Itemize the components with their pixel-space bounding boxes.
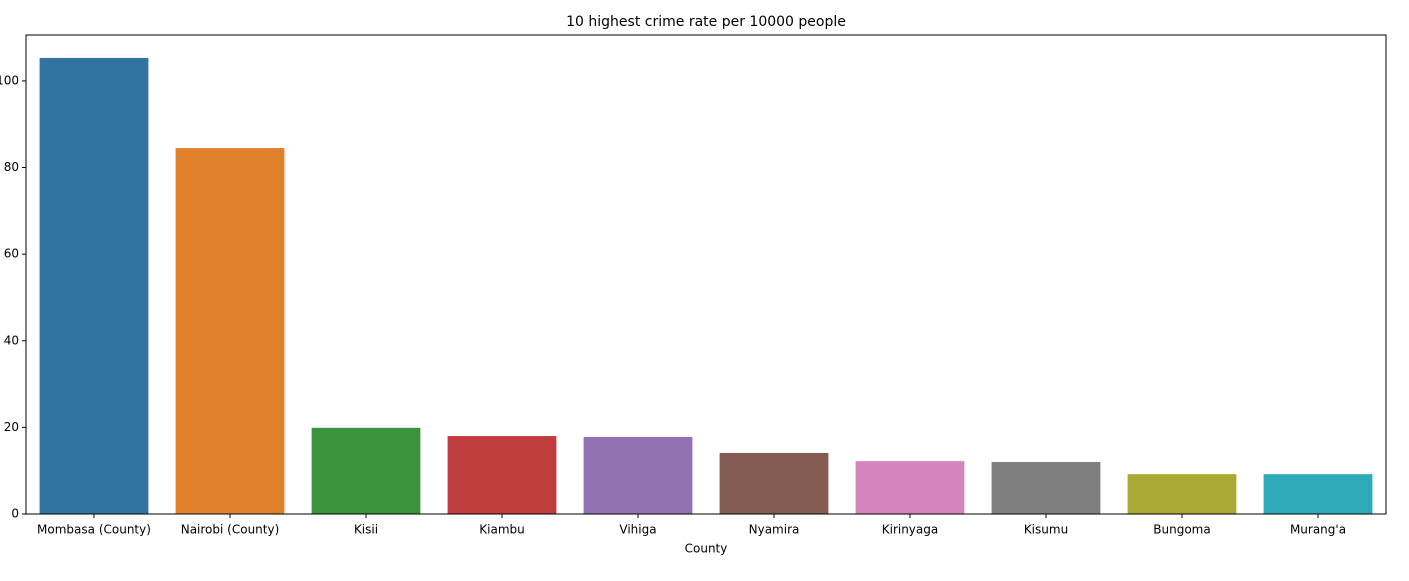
x-tick-label: Nairobi (County) bbox=[181, 523, 280, 537]
x-tick-label: Vihiga bbox=[619, 523, 656, 537]
bar bbox=[855, 461, 965, 514]
x-tick-label: Kisumu bbox=[1024, 523, 1068, 537]
x-tick-label: Kisii bbox=[354, 523, 378, 537]
bar bbox=[39, 57, 149, 514]
x-axis-label: County bbox=[685, 542, 728, 556]
bar bbox=[991, 462, 1101, 514]
y-tick-label: 100 bbox=[0, 73, 19, 87]
bar bbox=[1263, 474, 1373, 514]
chart-title: 10 highest crime rate per 10000 people bbox=[566, 14, 846, 30]
x-tick-label: Kiambu bbox=[479, 523, 524, 537]
bar bbox=[175, 148, 285, 515]
x-tick-label: Bungoma bbox=[1153, 523, 1210, 537]
bar bbox=[311, 427, 421, 514]
bar bbox=[719, 452, 829, 514]
y-tick-label: 80 bbox=[4, 160, 19, 174]
y-tick-label: 60 bbox=[4, 247, 19, 261]
x-tick-label: Mombasa (County) bbox=[37, 523, 151, 537]
x-tick-label: Kirinyaga bbox=[882, 523, 939, 537]
y-tick-label: 0 bbox=[11, 507, 19, 521]
plot-frame bbox=[25, 34, 1387, 515]
y-tick-label: 40 bbox=[4, 333, 19, 347]
bar bbox=[583, 436, 693, 514]
bar bbox=[1127, 474, 1237, 514]
bar bbox=[447, 436, 557, 514]
x-tick-label: Murang'a bbox=[1290, 523, 1346, 537]
y-tick-label: 20 bbox=[4, 420, 19, 434]
x-tick-label: Nyamira bbox=[749, 523, 800, 537]
